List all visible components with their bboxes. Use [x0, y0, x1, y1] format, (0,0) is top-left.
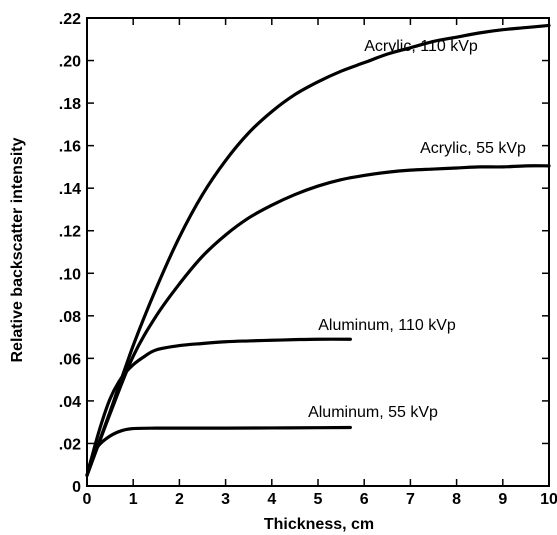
y-tick-label: .16: [59, 139, 81, 156]
x-tick-label: 7: [406, 491, 415, 508]
x-tick-label: 0: [83, 491, 92, 508]
series-label-aluminum-55kvp: Aluminum, 55 kVp: [308, 404, 438, 421]
series-line-acrylic-110kvp: [85, 23, 551, 477]
y-tick-label: .12: [59, 224, 81, 241]
x-tick-label: 4: [267, 491, 276, 508]
x-axis-label: Thickness, cm: [264, 516, 374, 533]
y-tick-label: .08: [59, 309, 81, 326]
x-axis-ticks: 0 1 2 3 4 5 6 7 8 9 10: [83, 18, 557, 508]
y-axis-label: Relative backscatter intensity: [9, 137, 26, 362]
x-tick-label: 6: [360, 491, 369, 508]
series-line-acrylic-55kvp: [85, 164, 551, 477]
y-tick-label: .18: [59, 96, 81, 113]
y-tick-label: .04: [59, 394, 81, 411]
y-axis-ticks: 0 .02 .04 .06 .08 .10 .12 .14 .16 .18 .20 .22: [59, 11, 549, 496]
x-tick-label: 10: [540, 491, 557, 508]
y-tick-label: .22: [59, 11, 81, 28]
y-tick-label: .20: [59, 54, 81, 71]
series-line-aluminum-110kvp: [85, 337, 352, 477]
x-tick-label: 3: [221, 491, 230, 508]
y-tick-label: .10: [59, 266, 81, 283]
y-tick-label: .06: [59, 351, 81, 368]
x-tick-label: 5: [314, 491, 323, 508]
series-lines: [85, 23, 551, 477]
series-labels: Acrylic, 110 kVp Acrylic, 55 kVp Aluminum,…: [308, 38, 526, 421]
y-tick-label: .02: [59, 436, 81, 453]
y-tick-label: .14: [59, 181, 81, 198]
series-line-aluminum-55kvp: [85, 425, 352, 477]
x-tick-label: 9: [498, 491, 507, 508]
series-label-acrylic-110kvp: Acrylic, 110 kVp: [364, 38, 478, 55]
x-tick-label: 1: [129, 491, 138, 508]
x-tick-label: 2: [175, 491, 184, 508]
series-label-aluminum-110kvp: Aluminum, 110 kVp: [318, 317, 456, 334]
x-tick-label: 8: [452, 491, 461, 508]
series-label-acrylic-55kvp: Acrylic, 55 kVp: [420, 140, 526, 157]
y-tick-label: 0: [72, 479, 81, 496]
